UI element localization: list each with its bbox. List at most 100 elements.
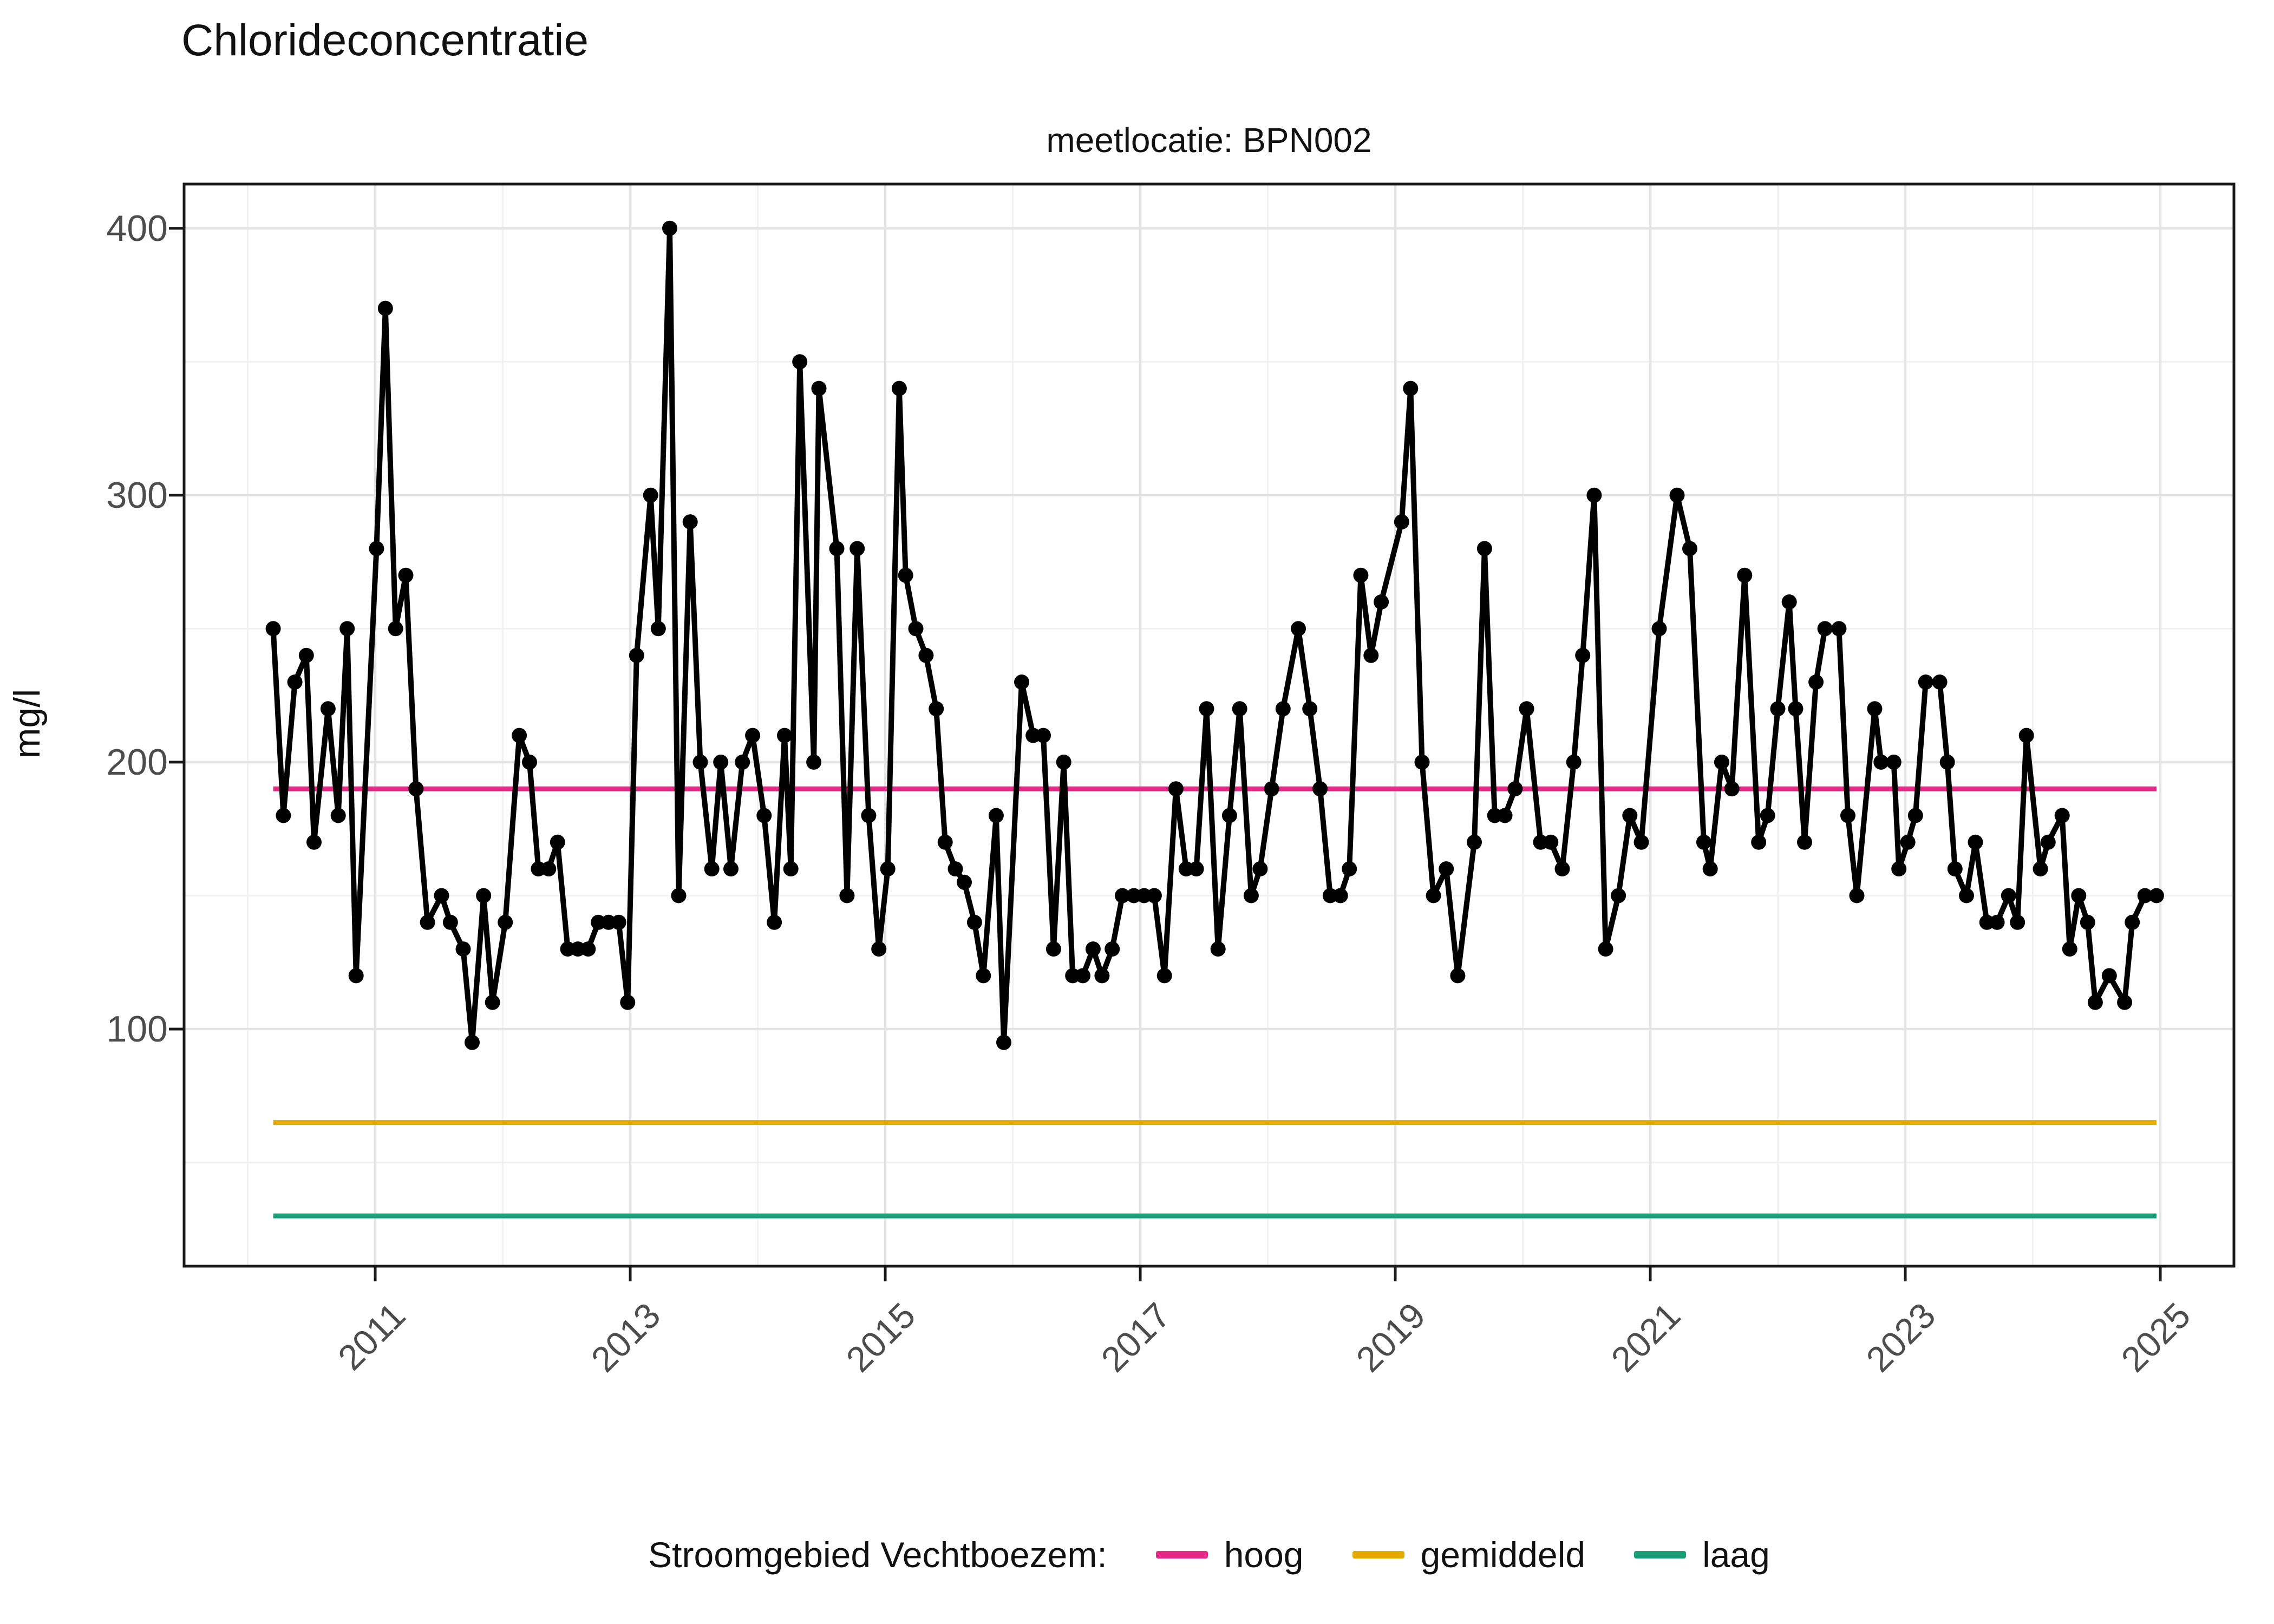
data-point — [1312, 781, 1328, 797]
data-point — [287, 675, 303, 690]
data-point — [1450, 968, 1466, 984]
data-point — [620, 994, 636, 1010]
data-point — [1543, 834, 1559, 850]
data-point — [1622, 808, 1638, 823]
data-point — [1566, 754, 1582, 770]
data-point — [2125, 914, 2140, 930]
data-point — [1611, 888, 1626, 903]
data-point — [792, 354, 808, 370]
data-point — [1363, 647, 1379, 663]
y-tick-label: 300 — [106, 474, 168, 516]
data-point — [1907, 808, 1923, 823]
data-point — [1075, 968, 1090, 984]
data-point — [1737, 567, 1753, 583]
data-point — [1886, 754, 1901, 770]
data-point — [2040, 834, 2056, 850]
y-tick-label: 400 — [106, 207, 168, 249]
data-point — [1968, 834, 1983, 850]
data-point — [1781, 594, 1797, 610]
legend-item-laag: laag — [1634, 1534, 1770, 1575]
data-point — [2148, 888, 2164, 903]
data-point — [1867, 701, 1883, 717]
data-point — [2001, 888, 2016, 903]
data-point — [1519, 701, 1534, 717]
data-point — [1264, 781, 1279, 797]
data-point — [929, 701, 944, 717]
y-tick-label: 100 — [106, 1009, 168, 1050]
data-point — [723, 861, 739, 877]
data-point — [1168, 781, 1184, 797]
data-point — [1221, 808, 1237, 823]
data-point — [408, 781, 424, 797]
data-point — [850, 541, 865, 556]
data-point — [1085, 941, 1101, 957]
data-point — [735, 754, 750, 770]
data-point — [1199, 701, 1214, 717]
data-point — [580, 941, 596, 957]
data-point — [1817, 621, 1833, 637]
data-point — [1598, 941, 1613, 957]
data-point — [650, 621, 666, 637]
data-point — [1105, 941, 1120, 957]
data-point — [937, 834, 953, 850]
data-point — [1586, 487, 1602, 503]
data-point — [377, 300, 393, 316]
data-point — [1243, 888, 1259, 903]
data-point — [918, 647, 934, 663]
data-point — [1414, 754, 1430, 770]
data-point — [1932, 675, 1948, 690]
data-point — [550, 834, 565, 850]
legend-label-laag: laag — [1702, 1535, 1770, 1575]
data-point — [276, 808, 291, 823]
data-point — [1682, 541, 1697, 556]
data-point — [611, 914, 626, 930]
data-point — [2101, 968, 2117, 984]
data-point — [1342, 861, 1357, 877]
data-point — [1156, 968, 1172, 984]
data-point — [996, 1034, 1011, 1050]
data-point — [1808, 675, 1824, 690]
data-point — [662, 220, 677, 236]
data-point — [745, 728, 761, 743]
data-point — [2087, 994, 2103, 1010]
data-point — [1939, 754, 1955, 770]
data-point — [1014, 675, 1029, 690]
data-point — [1891, 861, 1907, 877]
data-point — [2018, 728, 2034, 743]
data-point — [988, 808, 1004, 823]
data-point — [783, 861, 799, 877]
data-point — [455, 941, 471, 957]
legend-item-gemiddeld: gemiddeld — [1352, 1534, 1586, 1575]
data-point — [1714, 754, 1729, 770]
data-point — [1036, 728, 1051, 743]
data-point — [1497, 808, 1513, 823]
data-point — [298, 647, 314, 663]
data-point — [777, 728, 792, 743]
data-point — [1115, 888, 1130, 903]
data-point — [512, 728, 527, 743]
data-point — [420, 914, 435, 930]
data-point — [861, 808, 877, 823]
data-point — [348, 968, 364, 984]
legend-key-line-gemiddeld — [1352, 1551, 1404, 1558]
data-point — [306, 834, 322, 850]
data-point — [1554, 861, 1570, 877]
data-point — [682, 514, 698, 530]
y-tick-label: 200 — [106, 741, 168, 783]
data-point — [1403, 381, 1419, 396]
data-point — [908, 621, 924, 637]
data-point — [1788, 701, 1803, 717]
data-point — [1188, 861, 1204, 877]
data-point — [1751, 834, 1767, 850]
data-point — [629, 647, 644, 663]
data-point — [1146, 888, 1162, 903]
legend-label-gemiddeld: gemiddeld — [1420, 1535, 1586, 1575]
data-point — [976, 968, 991, 984]
data-point — [265, 621, 281, 637]
data-point — [485, 994, 500, 1010]
data-point — [1507, 781, 1523, 797]
legend: Stroomgebied Vechtboezem: hoog gemiddeld… — [184, 1522, 2234, 1587]
data-point — [1056, 754, 1071, 770]
data-point — [1702, 861, 1718, 877]
